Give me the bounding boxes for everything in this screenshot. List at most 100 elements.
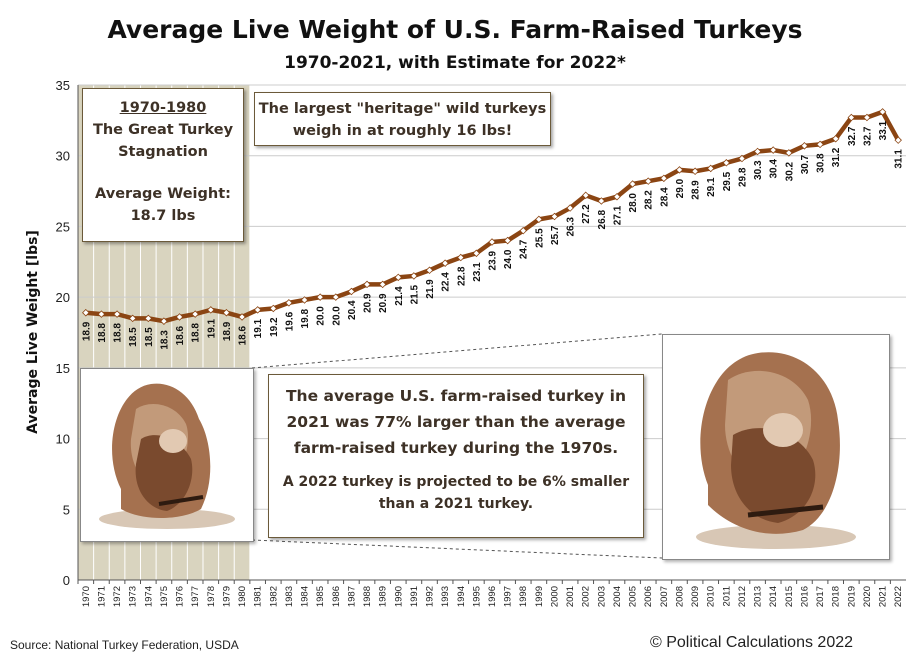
x-tick-label: 1993 — [440, 586, 451, 607]
stagnation-annotation: 1970-1980 The Great Turkey Stagnation Av… — [82, 88, 244, 242]
stagnation-heading: 1970-1980 — [119, 100, 207, 116]
data-point — [253, 306, 262, 314]
x-tick-label: 1998 — [518, 586, 529, 607]
data-label: 30.4 — [769, 159, 780, 179]
x-tick-label: 1997 — [503, 586, 514, 607]
data-point — [300, 296, 309, 304]
x-tick-label: 1982 — [268, 586, 279, 607]
data-point — [894, 136, 902, 144]
data-point — [644, 177, 652, 185]
data-point — [847, 113, 856, 122]
x-tick-label: 1999 — [534, 586, 545, 607]
data-label: 18.8 — [97, 323, 108, 343]
comparison-line4: A 2022 turkey is projected to be 6% smal… — [282, 474, 630, 490]
x-tick-label: 2022 — [893, 586, 904, 607]
x-tick-label: 2014 — [768, 586, 779, 607]
y-tick-label: 20 — [56, 290, 70, 305]
data-label: 32.7 — [847, 126, 858, 146]
x-tick-label: 2016 — [799, 586, 810, 607]
data-label: 23.1 — [472, 262, 483, 282]
data-point — [128, 314, 137, 323]
data-label: 24.7 — [519, 239, 530, 259]
x-tick-label: 2010 — [706, 586, 717, 607]
data-label: 19.6 — [284, 311, 295, 331]
x-tick-label: 1972 — [112, 586, 123, 607]
data-point — [207, 306, 215, 314]
y-tick-label: 10 — [56, 432, 70, 447]
data-point — [738, 154, 746, 163]
data-label: 33.1 — [878, 120, 889, 140]
x-tick-label: 1989 — [378, 586, 389, 607]
data-label: 31.1 — [894, 149, 905, 169]
data-label: 27.2 — [581, 204, 592, 224]
data-point — [456, 253, 465, 262]
data-label: 24.0 — [503, 249, 514, 269]
data-point — [675, 166, 684, 174]
data-label: 28.0 — [628, 193, 639, 213]
data-label: 18.9 — [81, 321, 92, 341]
x-tick-label: 1981 — [253, 586, 264, 607]
data-label: 27.1 — [612, 205, 623, 225]
x-tick-label: 2008 — [674, 586, 685, 607]
turkey-large-illustration — [662, 334, 890, 560]
x-tick-label: 1973 — [128, 586, 139, 607]
x-tick-label: 2009 — [690, 586, 701, 607]
connector-line-top — [251, 333, 663, 369]
data-label: 25.5 — [534, 228, 545, 248]
data-label: 18.5 — [128, 327, 139, 347]
data-point — [488, 238, 496, 246]
data-label: 30.2 — [784, 161, 795, 181]
data-point — [363, 280, 371, 289]
x-tick-label: 1996 — [487, 586, 498, 607]
x-tick-label: 1975 — [159, 586, 170, 607]
data-label: 21.5 — [409, 284, 420, 304]
data-label: 32.7 — [862, 126, 873, 146]
y-tick-label: 25 — [56, 219, 70, 234]
x-tick-label: 1988 — [362, 586, 373, 607]
x-tick-label: 2004 — [612, 586, 623, 607]
data-point — [97, 310, 106, 318]
data-point — [519, 226, 528, 235]
stagnation-line4: 18.7 lbs — [130, 208, 196, 224]
x-tick-label: 1976 — [175, 586, 186, 607]
data-label: 21.9 — [425, 279, 436, 299]
x-tick-label: 1994 — [456, 586, 467, 607]
data-point — [769, 146, 777, 154]
data-label: 18.5 — [144, 327, 155, 347]
data-point — [410, 272, 418, 280]
x-tick-label: 2018 — [831, 586, 842, 607]
heritage-annotation: The largest "heritage" wild turkeys weig… — [254, 92, 551, 146]
data-point — [441, 259, 449, 267]
x-tick-label: 2003 — [596, 586, 607, 607]
x-tick-label: 1974 — [143, 586, 154, 607]
data-point — [160, 317, 168, 325]
x-tick-label: 2019 — [846, 586, 857, 607]
data-point — [722, 159, 731, 167]
data-point — [550, 212, 559, 221]
x-tick-label: 2005 — [628, 586, 639, 607]
data-label: 25.7 — [550, 225, 561, 245]
data-point — [175, 313, 184, 321]
data-point — [425, 266, 434, 275]
chart-title: Average Live Weight of U.S. Farm-Raised … — [107, 15, 802, 44]
data-point — [691, 167, 699, 176]
data-point — [238, 313, 246, 321]
data-point — [347, 287, 356, 296]
data-label: 20.0 — [316, 306, 327, 326]
data-point — [113, 310, 121, 318]
x-tick-label: 2000 — [549, 586, 560, 607]
x-tick-label: 2006 — [643, 586, 654, 607]
data-label: 20.4 — [347, 300, 358, 320]
data-label: 21.4 — [394, 286, 405, 306]
data-point — [581, 191, 590, 200]
connector-line-bottom — [251, 539, 663, 559]
data-label: 19.1 — [253, 318, 264, 338]
data-point — [785, 149, 793, 157]
chart-subtitle: 1970-2021, with Estimate for 2022* — [284, 53, 626, 73]
data-point — [285, 299, 293, 307]
x-tick-label: 1978 — [206, 586, 217, 607]
x-tick-label: 1986 — [331, 586, 342, 607]
data-label: 29.1 — [706, 177, 717, 197]
data-label: 18.3 — [159, 330, 170, 350]
x-tick-label: 1983 — [284, 586, 295, 607]
